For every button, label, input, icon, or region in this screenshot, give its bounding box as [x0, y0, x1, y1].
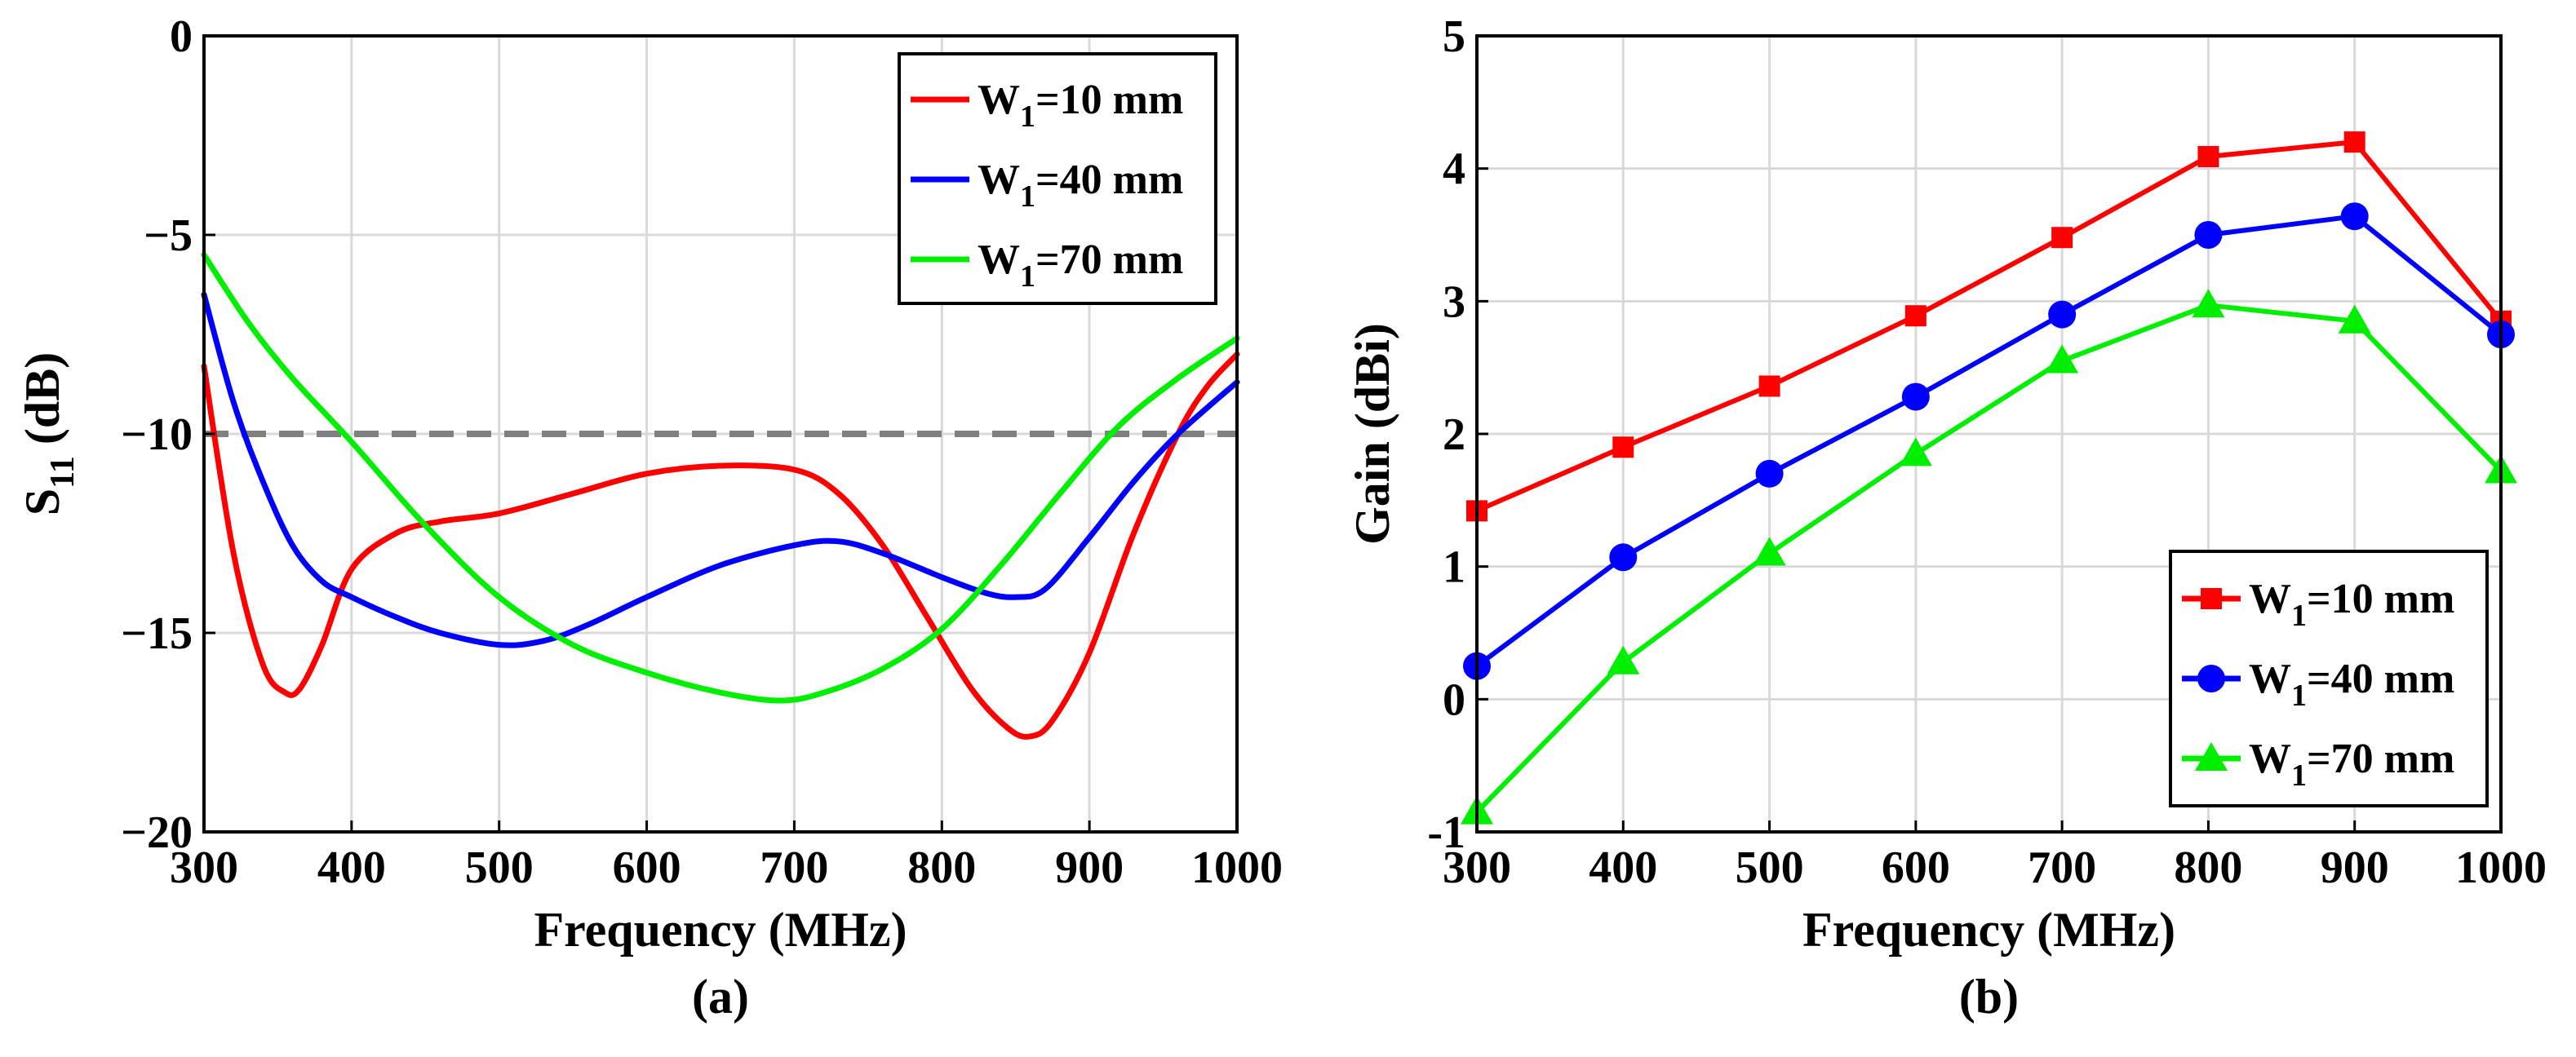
- data-point: [1612, 436, 1634, 458]
- y-tick-label: -1: [1427, 807, 1465, 858]
- series-line: [201, 351, 1240, 740]
- y-tick-label: −5: [144, 210, 193, 261]
- legend-entry: W1=40 mm: [2182, 656, 2454, 713]
- series-2: [1463, 202, 2515, 680]
- y-tick-label: 3: [1443, 276, 1465, 327]
- legend-entry: W1=40 mm: [911, 157, 1183, 214]
- panel-b-x-axis-label: Frequency (MHz): [1802, 903, 2175, 957]
- y-tick-label: 1: [1443, 542, 1465, 593]
- panel-b: 300 400 500 600 700 800 900 1000 5 4 3 2 1 0 -1 Freque…: [1346, 11, 2547, 1024]
- panel-b-label: (b): [1959, 970, 2019, 1024]
- panel-a-label: (a): [692, 970, 749, 1024]
- series-1: [201, 351, 1240, 740]
- data-point: [1901, 383, 1930, 411]
- panel-b-y-axis-label: Gain (dBi): [1346, 323, 1399, 545]
- x-tick-label: 900: [2321, 843, 2389, 893]
- x-tick-label: 800: [907, 843, 976, 893]
- legend-label: W1=40 mm: [978, 157, 1183, 214]
- y-tick-label: 5: [1443, 11, 1465, 62]
- panel-a-x-axis-label: Frequency (MHz): [534, 903, 907, 957]
- data-point: [2051, 227, 2073, 249]
- legend-label: W1=70 mm: [978, 237, 1183, 294]
- legend-marker: [2195, 742, 2228, 771]
- series-3: [1461, 289, 2517, 825]
- legend-label: W1=70 mm: [2249, 736, 2454, 793]
- panel-a-y-label-subscript: 11: [44, 456, 82, 489]
- y-tick-label: 0: [1443, 674, 1465, 725]
- x-tick-label: 1000: [1191, 843, 1283, 893]
- data-point: [2197, 146, 2219, 168]
- y-tick-label: −20: [121, 807, 193, 858]
- x-tick-label: 400: [317, 843, 386, 893]
- legend-label: W1=10 mm: [2249, 576, 2454, 633]
- legend-label: W1=10 mm: [978, 77, 1183, 134]
- series-line: [1475, 214, 2503, 669]
- y-tick-label: −10: [121, 409, 193, 460]
- data-point: [1899, 437, 1932, 467]
- data-point: [2046, 344, 2079, 374]
- data-point: [2194, 221, 2223, 249]
- panel-a-legend: W1=10 mm W1=40 mm W1=70 mm: [898, 52, 1217, 305]
- panel-b-ticks: 300 400 500 600 700 800 900 1000 5 4 3 2 1 0 -1: [1427, 11, 2547, 893]
- x-tick-label: 800: [2174, 843, 2242, 893]
- legend-marker: [2201, 588, 2222, 609]
- series-3: [201, 251, 1240, 704]
- data-point: [1609, 543, 1638, 572]
- panel-a-ticks: 300 400 500 600 700 800 900 1000 0 −5 −10 −15 −20: [121, 11, 1283, 893]
- series-line: [1475, 139, 2503, 514]
- series-line: [201, 291, 1240, 648]
- data-point: [1607, 645, 1640, 674]
- x-tick-label: 600: [613, 843, 681, 893]
- x-tick-label: 1000: [2455, 843, 2547, 893]
- x-tick-label: 300: [170, 843, 238, 893]
- panel-b-legend: W1=10 mm W1=40 mm W1=70 mm: [2169, 550, 2489, 807]
- data-point: [2192, 289, 2225, 318]
- panel-b-series: [1461, 131, 2517, 825]
- x-tick-label: 700: [760, 843, 828, 893]
- y-tick-label: 0: [170, 11, 193, 62]
- legend-entry: W1=10 mm: [2182, 576, 2454, 633]
- panel-a-y-label-main: S: [16, 489, 69, 515]
- y-tick-label: 2: [1443, 409, 1465, 460]
- data-point: [1753, 537, 1786, 566]
- legend-entry: W1=70 mm: [911, 237, 1183, 294]
- series-2: [201, 291, 1240, 648]
- x-tick-label: 500: [465, 843, 534, 893]
- x-tick-label: 600: [1882, 843, 1950, 893]
- data-point: [1755, 459, 1784, 488]
- data-point: [2343, 131, 2365, 153]
- x-tick-label: 400: [1589, 843, 1657, 893]
- y-tick-label: 4: [1443, 144, 1465, 195]
- legend-marker: [2197, 665, 2225, 692]
- data-point: [1758, 375, 1780, 397]
- x-tick-label: 500: [1736, 843, 1804, 893]
- legend-entry: W1=10 mm: [911, 77, 1183, 134]
- panel-a-series: [201, 251, 1240, 740]
- series-line: [201, 251, 1240, 704]
- panel-a-y-axis-label: S11 (dB): [16, 352, 82, 515]
- data-point: [2048, 300, 2077, 329]
- series-line: [1474, 303, 2503, 814]
- data-point: [2340, 202, 2369, 231]
- panel-a: 300 400 500 600 700 800 900 1000 0 −5 −10 −15 −20 Fr…: [16, 11, 1283, 1024]
- legend-entry: W1=70 mm: [2182, 736, 2454, 793]
- y-tick-label: −15: [121, 608, 193, 659]
- x-tick-label: 300: [1443, 843, 1511, 893]
- x-tick-label: 900: [1055, 843, 1124, 893]
- data-point: [2338, 304, 2371, 334]
- x-tick-label: 700: [2028, 843, 2096, 893]
- data-point: [1904, 305, 1926, 327]
- panel-a-y-label-unit: (dB): [16, 352, 69, 444]
- legend-label: W1=40 mm: [2249, 656, 2454, 713]
